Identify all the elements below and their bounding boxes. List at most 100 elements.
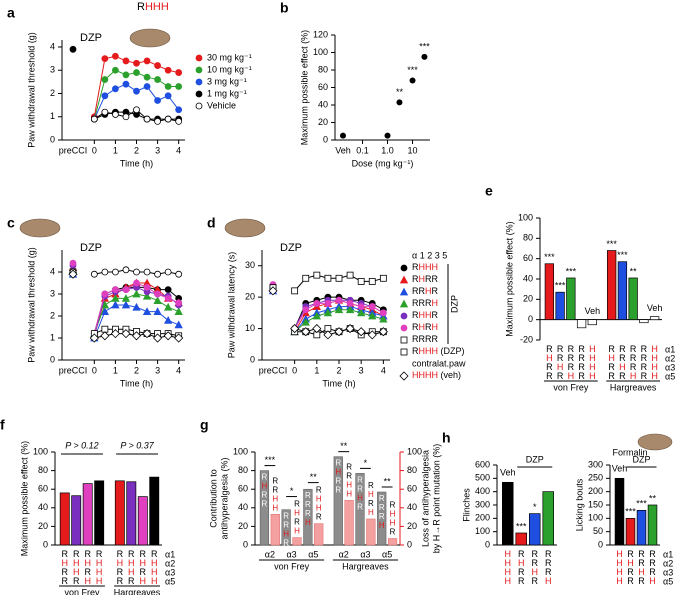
letter: R: [140, 549, 147, 559]
letter: R: [532, 576, 539, 586]
marker: [100, 307, 110, 316]
letter: H: [651, 362, 658, 372]
y-tick-label: -20: [520, 334, 533, 344]
marker: [164, 115, 172, 123]
y-axis-label: Maximum possible effect (%): [299, 30, 309, 145]
bar: [614, 477, 625, 546]
letter: D: [444, 346, 451, 356]
letter: R: [294, 500, 300, 509]
letter: R: [627, 576, 634, 586]
y-tick-label: 100: [475, 526, 490, 536]
y-tick-label: 0: [43, 539, 48, 549]
letter: R: [379, 494, 385, 503]
bar: [366, 518, 376, 546]
marker: [154, 97, 161, 104]
letter: R: [619, 353, 626, 363]
significance: *: [533, 502, 537, 512]
marker: [153, 296, 162, 305]
letter: R: [627, 549, 634, 559]
marker: [379, 314, 388, 323]
letter: R: [419, 334, 426, 344]
letter: H: [432, 298, 439, 308]
marker: [143, 57, 151, 65]
y-tick-label: 200: [588, 486, 603, 496]
marker: [133, 268, 140, 276]
marker: [133, 87, 140, 95]
x-axis-label: Time (h): [322, 378, 355, 388]
y-tick-label: 80: [407, 465, 417, 475]
marker: [195, 102, 203, 110]
marker: [268, 286, 278, 296]
marker: [132, 302, 141, 311]
x-tick-label: 1: [314, 365, 319, 375]
y-tick-label: 500: [475, 473, 490, 483]
y-tick-label: 40: [38, 502, 48, 512]
bar: [639, 319, 649, 324]
legend-label: 3 mg kg⁻¹: [207, 76, 247, 86]
letter: H: [272, 494, 278, 503]
marker: [174, 333, 184, 343]
marker: [400, 312, 408, 320]
letter: H: [390, 519, 396, 528]
letter: ): [458, 370, 461, 380]
y-tick-label: 1: [50, 111, 55, 121]
group-note: P > 0.12: [65, 440, 98, 450]
panel-label: d: [207, 215, 216, 231]
y-axis-label: antihyperalgesia (%): [219, 457, 229, 539]
letter: R: [305, 500, 311, 509]
marker: [345, 305, 355, 314]
marker: [379, 274, 387, 282]
letter: H: [151, 558, 158, 568]
group-label: Hargreaves: [114, 587, 161, 595]
y-tick-label: 0: [407, 539, 412, 549]
bar: [377, 491, 387, 546]
marker: [100, 300, 110, 309]
y-tick-label: 0: [323, 134, 328, 144]
marker: [367, 330, 377, 340]
annotation: DZP: [80, 242, 102, 254]
marker: [175, 270, 183, 278]
marker: [121, 300, 131, 309]
letter: R: [379, 512, 385, 521]
bar: [502, 481, 514, 546]
letter: R: [425, 274, 432, 284]
letter: H: [425, 310, 432, 320]
letter: H: [546, 353, 553, 363]
y-axis-label: Maximum possible effect (%): [504, 221, 514, 336]
letter: H: [283, 530, 289, 539]
letter: R: [432, 286, 439, 296]
letter: H: [432, 346, 439, 356]
letter: H: [608, 353, 615, 363]
group-label: Hargreaves: [342, 561, 389, 571]
marker: [323, 308, 333, 317]
legend-title: α 1 2 3 5: [412, 250, 447, 260]
marker: [368, 278, 376, 285]
x-tick-label: α2: [265, 549, 275, 559]
marker: [400, 264, 408, 272]
x-tick-label: α5: [308, 549, 318, 559]
letter: H: [432, 322, 439, 332]
marker: [357, 278, 365, 285]
legend-label: Vehicle: [207, 100, 236, 110]
letter: H: [630, 371, 637, 381]
letter: H: [84, 558, 91, 568]
marker: [111, 300, 120, 309]
panel-label: c: [7, 215, 15, 231]
marker: [302, 274, 310, 282]
letter: H: [616, 567, 623, 577]
x-tick-label: 1.0: [381, 145, 394, 155]
letter: R: [568, 344, 575, 354]
letter: H: [419, 274, 426, 284]
letter: R: [638, 558, 645, 568]
letter: R: [532, 549, 539, 559]
marker: [133, 106, 140, 114]
